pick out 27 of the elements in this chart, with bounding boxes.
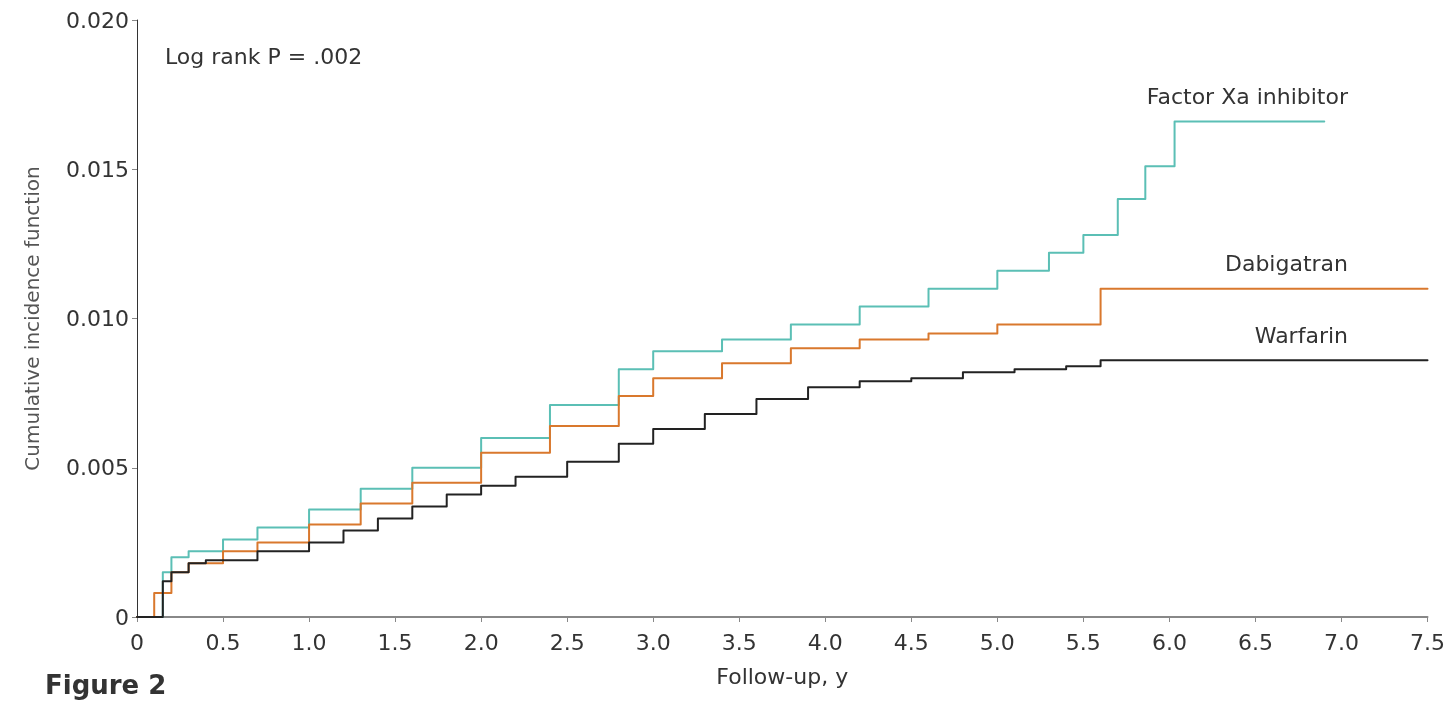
x-tick-label: 6.5	[1237, 629, 1273, 655]
x-tick-label: 4.5	[893, 629, 929, 655]
y-tick-label: 0.010	[66, 306, 129, 331]
x-tick-label: 4.0	[807, 629, 843, 655]
series-label: Dabigatran	[1224, 251, 1348, 277]
x-tick-label: 1.0	[291, 629, 327, 655]
x-tick-label: 7.5	[1410, 629, 1446, 655]
y-tick-label: 0.020	[66, 7, 129, 33]
x-tick-label: 6.0	[1151, 629, 1187, 655]
x-tick-label: 3.5	[721, 629, 757, 655]
series-label: Warfarin	[1254, 322, 1348, 348]
x-tick-label: 2.0	[463, 629, 499, 655]
y-tick-label: 0	[115, 604, 129, 630]
x-axis-title: Follow-up, y	[716, 663, 849, 689]
annotation: Log rank P = .002	[165, 43, 363, 69]
x-tick-label: 3.0	[635, 629, 671, 655]
y-tick-label: 0.015	[66, 156, 129, 182]
x-tick-label: 5.0	[979, 629, 1015, 655]
x-tick-label: 2.5	[549, 629, 585, 655]
series-label: Factor Xa inhibitor	[1146, 83, 1349, 109]
x-tick-label: 5.5	[1065, 629, 1101, 655]
x-tick-label: 0.5	[205, 629, 241, 655]
x-tick-label: 7.0	[1323, 629, 1359, 655]
y-tick-label: 0.005	[66, 455, 129, 481]
y-axis-title: Cumulative incidence function	[20, 166, 44, 471]
caption: Figure 2	[45, 670, 167, 700]
x-tick-label: 1.5	[377, 629, 413, 655]
